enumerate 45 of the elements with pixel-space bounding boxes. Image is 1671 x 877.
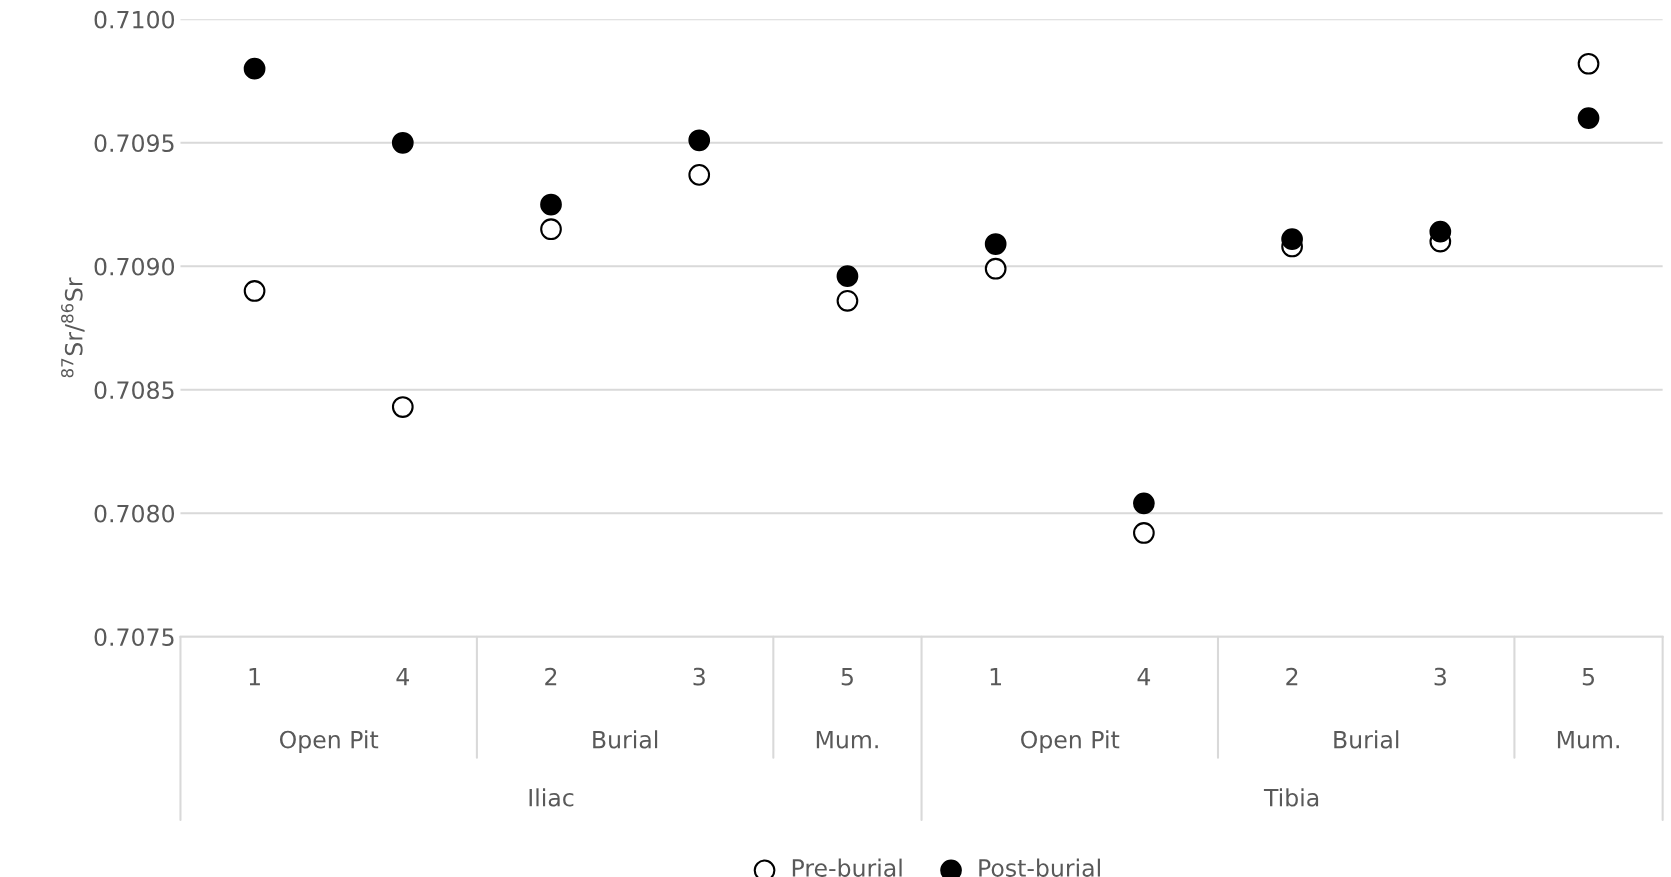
point bbox=[1133, 522, 1155, 544]
point bbox=[1577, 107, 1600, 129]
point bbox=[836, 265, 859, 287]
point bbox=[243, 57, 266, 80]
point bbox=[540, 193, 562, 216]
point bbox=[540, 218, 562, 241]
point bbox=[984, 257, 1007, 280]
x-tick-label: 5 bbox=[841, 667, 853, 686]
y-tick-label: 0.7080 bbox=[94, 504, 175, 523]
text: Mum. bbox=[816, 730, 878, 749]
point bbox=[1429, 220, 1452, 243]
point bbox=[836, 289, 859, 312]
text: Burial bbox=[1334, 730, 1399, 749]
text: Iliac bbox=[529, 788, 574, 807]
y-axis-title: $^{87}$Sr/$^{86}$Sr bbox=[61, 277, 85, 378]
x-tick-label: 1 bbox=[249, 667, 260, 686]
point bbox=[391, 396, 414, 418]
y-tick-label: 0.7100 bbox=[94, 10, 175, 29]
text: Open Pit bbox=[279, 730, 379, 754]
y-tick-label: 0.7085 bbox=[94, 381, 174, 400]
text: Mum. bbox=[1557, 730, 1619, 749]
y-tick-label: 0.7090 bbox=[94, 257, 175, 276]
x-tick-label: 2 bbox=[1286, 667, 1298, 686]
point bbox=[688, 129, 711, 152]
point bbox=[688, 164, 711, 186]
x-tick-label: 1 bbox=[990, 667, 1001, 686]
y-tick-label: 0.7075 bbox=[94, 628, 174, 647]
text: Burial bbox=[593, 730, 658, 749]
x-tick-label: 5 bbox=[1582, 667, 1594, 686]
point bbox=[1281, 228, 1303, 250]
point bbox=[984, 233, 1007, 255]
legend-label: Post-burial bbox=[979, 858, 1100, 877]
text: Tibia bbox=[1263, 788, 1319, 807]
x-tick-label: 2 bbox=[545, 667, 557, 686]
text: Open Pit bbox=[1021, 730, 1120, 754]
x-tick-label: 3 bbox=[693, 667, 705, 686]
x-tick-label: 4 bbox=[1137, 667, 1151, 686]
x-tick-label: 4 bbox=[396, 667, 409, 686]
point bbox=[391, 131, 414, 154]
legend-label: Pre-burial bbox=[792, 858, 902, 877]
y-tick-label: 0.7095 bbox=[94, 134, 174, 153]
x-tick-label: 3 bbox=[1434, 667, 1446, 686]
point bbox=[1577, 52, 1600, 75]
point bbox=[1133, 492, 1155, 515]
point bbox=[243, 280, 266, 302]
